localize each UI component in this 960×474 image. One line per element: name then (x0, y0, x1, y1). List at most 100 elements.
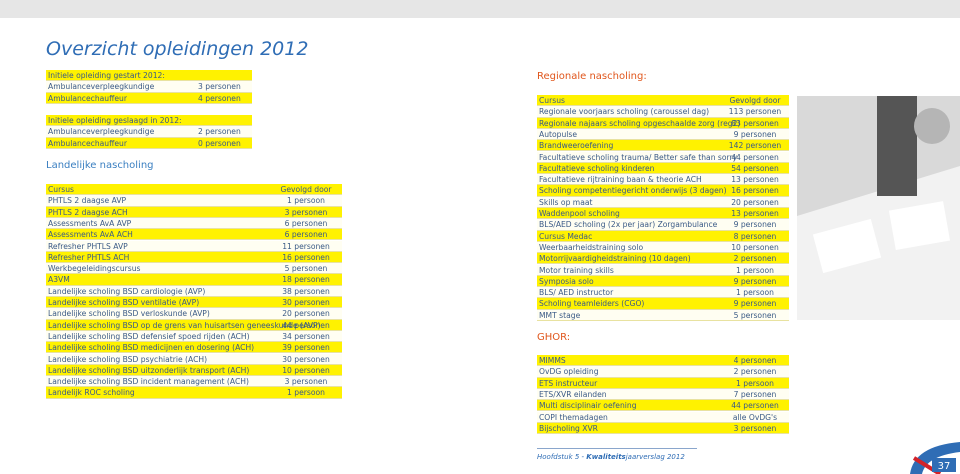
cell-label: Refresher PHTLS ACH (48, 252, 130, 262)
cell-label: Facultatieve scholing trauma/ Better saf… (539, 152, 738, 162)
cell-value: 38 personen (282, 286, 330, 296)
section-heading: GHOR: (537, 332, 571, 343)
photo (797, 96, 960, 320)
table-row (537, 366, 789, 378)
cell-value: 4 personen (733, 356, 777, 365)
cell-label: Landelijke scholing BSD medicijnen en do… (48, 343, 255, 353)
cell-value: 3 personen (284, 207, 328, 217)
cell-label: OvDG opleiding (539, 367, 599, 377)
table-row (537, 151, 789, 163)
cell-label: Landelijke scholing BSD verloskunde (AVP… (48, 309, 210, 319)
cell-label: Initiele opleiding gestart 2012: (48, 71, 165, 80)
cell-value: 13 personen (731, 175, 779, 185)
cell-label: Regionale najaars scholing opgeschaalde … (539, 118, 741, 128)
table-row (46, 319, 342, 331)
table-row (537, 162, 789, 175)
table-row (537, 400, 789, 412)
cell-label: Facultatieve scholing kinderen (539, 163, 655, 173)
cell-value: 5 personen (284, 264, 328, 274)
cell-value: 9 personen (733, 220, 777, 230)
table-row (46, 364, 342, 377)
cell-label: Ambulanceverpleegkundige (48, 82, 155, 92)
table-row (46, 274, 342, 286)
table-row (537, 174, 789, 186)
table-row (537, 287, 789, 299)
table-row (46, 285, 342, 297)
cell-value: 16 personen (731, 186, 779, 196)
table-row (46, 263, 342, 275)
cell-label: Scholing competentiegericht onderwijs (3… (539, 186, 727, 196)
cell-value: 9 personen (733, 129, 777, 139)
cell-label: PHTLS 2 daagse AVP (48, 196, 127, 206)
cell-label: Landelijke scholing BSD op de grens van … (48, 320, 321, 330)
cell-label: Assessments AvA ACH (48, 230, 133, 240)
cell-value: 3 personen (733, 423, 777, 433)
table-row (46, 308, 342, 320)
cell-label: Motorrijvaardigheidstraining (10 dagen) (539, 254, 691, 264)
cell-label: Landelijk ROC scholing (48, 388, 135, 398)
table-row (46, 217, 342, 230)
cell-label: MIMMS (539, 356, 566, 365)
footer-line (537, 448, 697, 449)
table-row (46, 376, 342, 388)
cell-label: Regionale voorjaars scholing (caroussel … (539, 107, 710, 117)
cell-value: 6 personen (284, 230, 328, 240)
table-row (46, 387, 342, 399)
cell-label: Landelijke scholing BSD incident managem… (48, 377, 249, 387)
cell-label: Ambulancechauffeur (48, 138, 127, 148)
cell-label: Skills op maat (539, 197, 593, 207)
cell-value: 9 personen (733, 276, 777, 286)
cell-value: alle OvDG's (732, 412, 778, 422)
cell-label: Ambulanceverpleegkundige (48, 127, 155, 137)
cell-value: 16 personen (282, 252, 330, 262)
table-row (46, 81, 252, 93)
cell-label: Waddenpool scholing (539, 209, 620, 218)
cell-value: 3 personen (198, 82, 241, 92)
cell-label: Cursus (539, 96, 565, 105)
cell-label: Werkbegeleidingscursus (48, 264, 141, 274)
cell-value: 13 personen (731, 209, 779, 218)
cell-label: A3VM (48, 275, 70, 285)
cell-label: PHTLS 2 daagse ACH (48, 207, 128, 217)
cell-label: Facultatieve rijtraining baan & theorie … (539, 175, 702, 185)
cell-label: Landelijke scholing BSD psychiatrie (ACH… (48, 354, 208, 364)
table-row (537, 422, 789, 435)
table-row (537, 117, 789, 129)
cell-value: 2 personen (733, 254, 777, 264)
cell-value: 9 personen (733, 299, 777, 309)
cell-label: Landelijke scholing BSD defensief spoed … (48, 331, 250, 341)
cell-label: Refresher PHTLS AVP (48, 241, 128, 251)
table-row (537, 355, 789, 367)
cell-label: BLS/AED scholing (2x per jaar) Zorgambul… (539, 220, 718, 230)
table-row (46, 92, 252, 104)
cell-value: 44 personen (731, 152, 779, 162)
cell-label: Scholing teamleiders (CGO) (539, 299, 645, 309)
cell-value: 11 personen (282, 241, 330, 251)
table-row (537, 185, 789, 197)
cell-value: 34 personen (282, 331, 330, 341)
page-badge: 37 (910, 442, 960, 474)
cell-label: Cursus Medac (539, 231, 593, 241)
cell-label: MMT stage (539, 310, 581, 320)
cell-value: 44 personen (731, 401, 779, 411)
table-row (537, 196, 789, 208)
table-row (46, 115, 252, 127)
table-row (537, 275, 789, 288)
cell-value: 2 personen (733, 367, 777, 377)
table-row (537, 298, 789, 310)
cell-label: COPI themadagen (539, 412, 608, 422)
table-row (46, 206, 342, 218)
top-band (0, 0, 960, 18)
cell-label: Cursus (48, 185, 74, 194)
page-number: 37 (938, 461, 951, 472)
cell-label: BLS/ AED instructor (539, 288, 614, 298)
cell-value: 3 personen (284, 377, 328, 387)
table-row (46, 195, 342, 207)
cell-label: Landelijke scholing BSD cardiologie (AVP… (48, 286, 206, 296)
cell-label: Symposia solo (539, 276, 594, 286)
cell-value: 2 personen (198, 127, 241, 137)
table-row (537, 140, 789, 152)
table-row (537, 230, 789, 242)
cell-value: 10 personen (731, 242, 779, 252)
cell-value: 54 personen (731, 163, 779, 173)
